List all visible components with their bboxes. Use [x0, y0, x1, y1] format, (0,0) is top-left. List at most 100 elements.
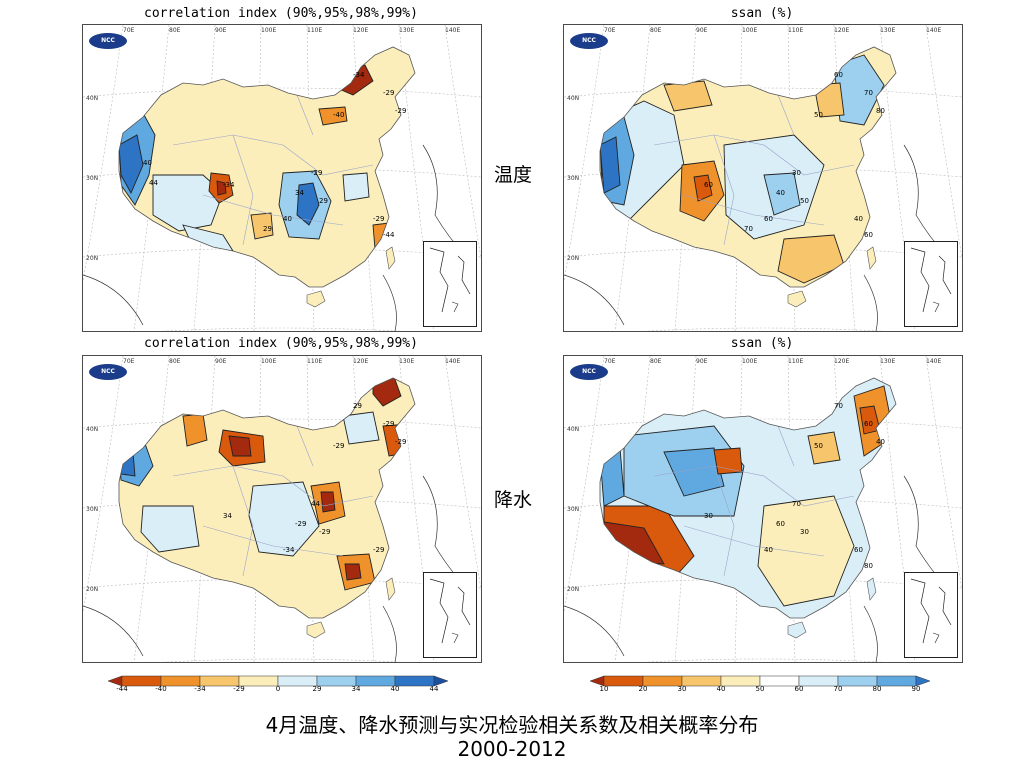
longitude-label: 110E	[307, 358, 323, 365]
contour-label: 34	[295, 189, 304, 197]
longitude-label: 130E	[880, 27, 896, 34]
longitude-label: 90E	[215, 27, 227, 34]
contour-label: 40	[143, 159, 152, 167]
longitude-label: 140E	[926, 358, 942, 365]
colorbar-tick-label: 80	[872, 685, 882, 693]
contour-label: 40	[776, 189, 785, 197]
contour-label: 40	[876, 438, 885, 446]
colorbar-tick-label: 29	[312, 685, 322, 693]
contour-label: -29	[333, 442, 344, 450]
colorbar-tick-label: 20	[638, 685, 648, 693]
contour-label: 80	[876, 107, 885, 115]
title-temp-ssan: ssan (%)	[730, 6, 794, 21]
contour-label: 60	[864, 231, 873, 239]
contour-region	[296, 182, 320, 226]
contour-label: 60	[854, 546, 863, 554]
contour-label: 70	[792, 500, 801, 508]
contour-label: 29	[353, 402, 362, 410]
contour-label: -44	[383, 231, 395, 239]
contour-region	[318, 106, 348, 126]
contour-label: 29	[263, 225, 272, 233]
latitude-label: 40N	[567, 95, 580, 102]
contour-label: 60	[864, 420, 873, 428]
south-china-sea-inset	[904, 241, 958, 327]
longitude-label: 130E	[399, 27, 415, 34]
contour-region	[344, 563, 362, 581]
longitude-label: 90E	[696, 27, 708, 34]
contour-region	[320, 491, 336, 513]
longitude-label: 110E	[788, 27, 804, 34]
longitude-label: 140E	[926, 27, 942, 34]
contour-region	[250, 212, 274, 240]
longitude-label: 120E	[834, 358, 850, 365]
contour-label: -29	[373, 215, 384, 223]
caption-title: 4月温度、降水预测与实况检验相关系数及相关概率分布	[265, 713, 759, 737]
contour-label: 60	[764, 215, 773, 223]
contour-label: 40	[854, 215, 863, 223]
contour-label: 30	[704, 512, 713, 520]
longitude-label: 70E	[604, 358, 616, 365]
contour-region	[763, 172, 801, 216]
longitude-label: 80E	[650, 27, 662, 34]
contour-region	[342, 411, 380, 445]
contour-label: -34	[223, 181, 235, 189]
south-china-sea-inset	[904, 572, 958, 658]
colorbar-tick-label: 60	[794, 685, 804, 693]
latitude-label: 40N	[86, 426, 99, 433]
longitude-label: 110E	[307, 27, 323, 34]
longitude-label: 70E	[123, 358, 135, 365]
longitude-label: 130E	[399, 358, 415, 365]
longitude-label: 80E	[169, 358, 181, 365]
latitude-label: 20N	[86, 586, 99, 593]
contour-label: 60	[834, 71, 843, 79]
contour-region	[119, 134, 144, 195]
south-china-sea-inset	[423, 572, 477, 658]
caption-years: 2000-2012	[457, 737, 567, 761]
colorbar-tick-label: -40	[155, 685, 167, 693]
colorbar-tick-label: 0	[275, 685, 281, 693]
contour-label: -34	[353, 71, 365, 79]
longitude-label: 70E	[123, 27, 135, 34]
south-china-sea-inset	[423, 241, 477, 327]
contour-label: 29	[319, 197, 328, 205]
contour-region	[757, 495, 855, 607]
latitude-label: 30N	[567, 506, 580, 513]
longitude-label: 90E	[215, 358, 227, 365]
colorbar-tick-label: -34	[194, 685, 206, 693]
row-label-precipitation: 降水	[494, 489, 533, 511]
contour-label: 60	[704, 181, 713, 189]
contour-label: -29	[383, 89, 394, 97]
contour-region	[777, 234, 845, 284]
precip-corr-svg: 29 -29 -29 -29 34 44 -29 -34 -29 -29	[83, 356, 481, 662]
contour-label: -29	[311, 169, 322, 177]
map-precip-corr: 29 -29 -29 -29 34 44 -29 -34 -29 -29 70E 80E 90E 100E…	[82, 355, 482, 663]
contour-label: 50	[814, 111, 823, 119]
map-temp-corr: -34 -29 -40 -29 -34 -29 34 40 29 -29 -44 29 40 44 70E 8…	[82, 24, 482, 332]
longitude-label: 100E	[261, 27, 277, 34]
longitude-label: 100E	[742, 358, 758, 365]
ncc-logo: NCC	[89, 33, 127, 49]
colorbar-tick-label: 40	[390, 685, 400, 693]
contour-region	[216, 180, 227, 196]
longitude-label: 90E	[696, 358, 708, 365]
longitude-label: 130E	[880, 358, 896, 365]
latitude-label: 40N	[567, 426, 580, 433]
longitude-label: 70E	[604, 27, 616, 34]
contour-label: 60	[776, 520, 785, 528]
contour-label: -29	[383, 420, 394, 428]
contour-region	[663, 447, 725, 497]
contour-label: 80	[864, 562, 873, 570]
map-temp-ssan: 60 70 50 80 60 30 40 60 50 40 60 70 70E 80E 90E 100E 110…	[563, 24, 963, 332]
contour-region	[182, 413, 208, 447]
contour-label: 44	[149, 179, 158, 187]
title-precip-ssan: ssan (%)	[730, 336, 794, 351]
colorbar-tick-label: 90	[911, 685, 921, 693]
latitude-label: 20N	[86, 255, 99, 262]
contour-label: 50	[814, 442, 823, 450]
longitude-label: 100E	[261, 358, 277, 365]
contour-label: 70	[834, 402, 843, 410]
temp-corr-svg: -34 -29 -40 -29 -34 -29 34 40 29 -29 -44 29 40 44	[83, 25, 481, 331]
ncc-logo: NCC	[89, 364, 127, 380]
